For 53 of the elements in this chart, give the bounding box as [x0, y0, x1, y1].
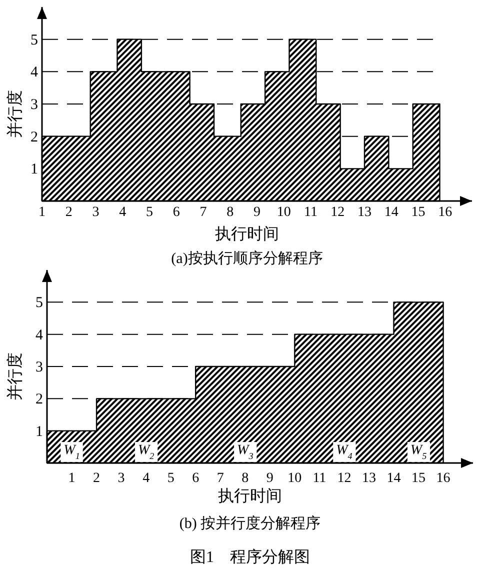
y-tick-label: 5 — [36, 295, 43, 312]
annotation: W$_{3}$ — [237, 443, 254, 461]
x-axis-title: 执行时间 — [215, 225, 279, 243]
x-tick-label: 4 — [119, 205, 126, 220]
x-tick-label: 2 — [93, 471, 100, 486]
x-tick-label: 1 — [68, 471, 76, 486]
x-axis-title: 执行时间 — [218, 487, 282, 505]
x-tick-label: 15 — [412, 471, 426, 486]
y-tick-label: 1 — [30, 162, 38, 178]
x-tick-label: 9 — [266, 471, 274, 486]
x-tick-label: 5 — [146, 205, 153, 220]
x-tick-label: 6 — [192, 471, 200, 486]
x-tick-label: 3 — [118, 471, 125, 486]
y-tick-label: 3 — [30, 97, 38, 113]
annotation: W$_{1}$ — [64, 443, 80, 461]
x-tick-label: 4 — [142, 471, 150, 486]
x-tick-label: 16 — [436, 471, 450, 486]
x-tick-label: 12 — [337, 471, 352, 486]
x-tick-label: 7 — [200, 205, 207, 220]
y-tick-label: 5 — [30, 32, 38, 48]
x-tick-label: 10 — [276, 205, 291, 220]
y-tick-label: 4 — [36, 327, 44, 344]
annotation: W$_{5}$ — [410, 443, 428, 461]
x-tick-label: 7 — [216, 471, 224, 486]
x-tick-label: 2 — [65, 205, 72, 220]
y-tick-label: 2 — [36, 392, 43, 408]
y-axis-title: 并行度 — [6, 352, 24, 400]
text: (b) 按并行度分解程序 — [179, 515, 321, 532]
x-tick-label: 11 — [312, 471, 326, 486]
x-tick-label: 12 — [330, 205, 345, 220]
x-tick-label: 9 — [254, 205, 260, 220]
x-tick-label: 8 — [226, 205, 234, 220]
x-tick-label: 11 — [304, 205, 318, 220]
x-tick-label: 5 — [167, 471, 174, 486]
y-tick-label: 1 — [36, 424, 43, 440]
annotation: W$_{2}$ — [138, 443, 155, 461]
x-tick-label: 10 — [288, 471, 302, 486]
x-tick-label: 14 — [386, 471, 401, 486]
annotation: W$_{4}$ — [336, 443, 353, 461]
x-tick-label: 8 — [242, 471, 249, 486]
x-tick-label: 13 — [362, 471, 376, 486]
x-tick-label: 6 — [172, 205, 180, 220]
x-tick-label: 14 — [384, 205, 398, 220]
y-tick-label: 2 — [30, 129, 38, 146]
y-tick-label: 4 — [30, 64, 38, 81]
x-tick-label: 3 — [92, 205, 100, 220]
x-tick-label: 15 — [411, 205, 426, 220]
x-tick-label: 13 — [358, 205, 372, 220]
text: (a)按执行顺序分解程序 — [171, 250, 323, 267]
y-axis-title: 并行度 — [6, 90, 24, 138]
y-tick-label: 3 — [36, 360, 43, 376]
caption: 图1 程序分解图 — [190, 548, 310, 566]
x-tick-label: 16 — [438, 205, 452, 220]
